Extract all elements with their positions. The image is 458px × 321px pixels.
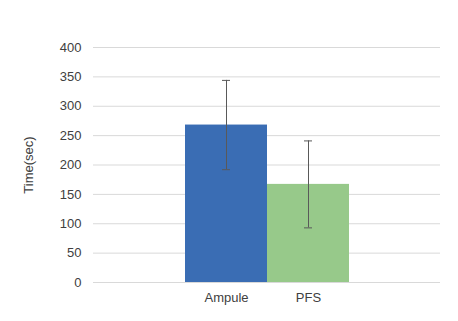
svg-text:300: 300 xyxy=(60,98,82,113)
svg-text:200: 200 xyxy=(60,157,82,172)
svg-text:350: 350 xyxy=(60,69,82,84)
svg-text:150: 150 xyxy=(60,187,82,202)
svg-text:0: 0 xyxy=(74,275,81,290)
svg-text:250: 250 xyxy=(60,128,82,143)
svg-text:Time(sec): Time(sec) xyxy=(21,136,36,193)
svg-text:Ampule: Ampule xyxy=(204,290,248,305)
svg-text:100: 100 xyxy=(60,216,82,231)
svg-text:50: 50 xyxy=(67,245,81,260)
svg-text:400: 400 xyxy=(60,40,82,55)
svg-text:PFS: PFS xyxy=(296,290,322,305)
